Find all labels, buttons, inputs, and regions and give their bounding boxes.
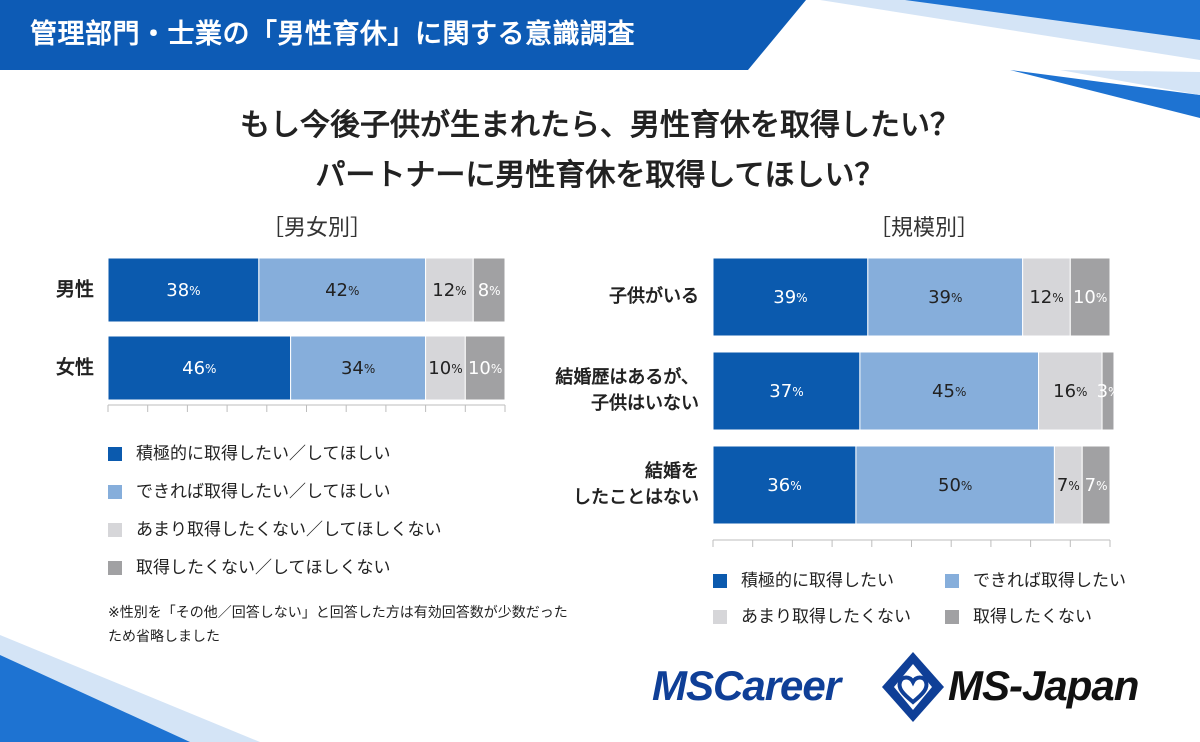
data-label: 45% xyxy=(932,381,966,402)
bar-segment xyxy=(472,257,506,323)
bar-segment xyxy=(1081,445,1111,525)
category-label: 子供はいない xyxy=(591,392,699,414)
legend-label: 積極的に取得したい／してほしい xyxy=(136,444,391,464)
header-title: 管理部門・士業の「男性育休」に関する意識調査 xyxy=(30,19,635,50)
bar-segment xyxy=(1069,257,1111,337)
header-banner xyxy=(0,0,806,70)
legend-label: あまり取得したくない xyxy=(741,607,911,627)
bar-segment xyxy=(1101,351,1115,431)
data-label: 39% xyxy=(773,287,807,308)
logo-ms-japan: MS-Japan xyxy=(948,662,1139,709)
legend-swatch-light-blue xyxy=(108,485,122,499)
data-label: 7% xyxy=(1085,475,1108,496)
legend-label: できれば取得したい／してほしい xyxy=(136,482,391,502)
headline-question-2: パートナーに男性育休を取得してほしい？ xyxy=(315,158,885,193)
headline-question-1: もし今後子供が生まれたら、男性育休を取得したい？ xyxy=(240,108,960,143)
data-label: 7% xyxy=(1057,475,1080,496)
data-label: 8% xyxy=(478,280,501,301)
bar-segment xyxy=(107,257,260,323)
ms-japan-logo-icon xyxy=(882,652,944,722)
logo-mscareer: MSCareer xyxy=(652,662,841,709)
data-label: 12% xyxy=(432,280,466,301)
data-label: 16% xyxy=(1053,381,1087,402)
bar-segment xyxy=(425,257,474,323)
category-label: 結婚歴はあるが、 xyxy=(555,366,699,388)
chart-title-scale: ［規模別］ xyxy=(869,216,980,241)
bar-segment xyxy=(425,335,466,401)
legend-swatch-dark-gray xyxy=(945,610,959,624)
category-label: 女性 xyxy=(56,356,94,379)
bar-segment xyxy=(464,335,506,401)
data-label: 42% xyxy=(325,280,359,301)
legend-swatch-light-gray xyxy=(108,523,122,537)
bar-segment xyxy=(1053,445,1083,525)
data-label: 37% xyxy=(769,381,803,402)
data-label: 36% xyxy=(767,475,801,496)
data-label: 12% xyxy=(1029,287,1063,308)
data-label: 10% xyxy=(468,358,502,379)
bar-segment xyxy=(712,351,861,431)
bar-segment xyxy=(290,335,427,401)
category-label: 男性 xyxy=(56,278,94,301)
legend-swatch-light-blue xyxy=(945,574,959,588)
bar-segment xyxy=(1038,351,1103,431)
data-label: 10% xyxy=(428,358,462,379)
legend-label: 取得したくない xyxy=(973,607,1092,627)
data-label: 10% xyxy=(1073,287,1107,308)
category-label: 子供がいる xyxy=(609,285,699,307)
legend-label: できれば取得したい xyxy=(973,571,1126,591)
bar-segment xyxy=(712,257,869,337)
legend-swatch-dark-blue xyxy=(108,447,122,461)
bar-segment xyxy=(258,257,427,323)
category-label: したことはない xyxy=(573,487,699,508)
legend-gender: 積極的に取得したい／してほしい できれば取得したい／してほしい あまり取得したく… xyxy=(108,443,508,583)
legend-swatch-dark-blue xyxy=(713,574,727,588)
footnote: ※性別を「その他／回答しない」と回答した方は有効回答数が少数だったため省略しまし… xyxy=(108,605,568,645)
legend-scale: 積極的に取得したい できれば取得したい あまり取得したくない 取得したくない xyxy=(713,570,1173,640)
bar-segment xyxy=(107,335,292,401)
data-label: 46% xyxy=(182,358,216,379)
legend-swatch-light-gray xyxy=(713,610,727,624)
bar-segment xyxy=(867,257,1024,337)
bar-segment xyxy=(859,351,1040,431)
legend-swatch-dark-gray xyxy=(108,561,122,575)
bar-segment xyxy=(855,445,1055,525)
data-label: 38% xyxy=(166,280,200,301)
legend-label: 取得したくない／してほしくない xyxy=(136,558,391,578)
bar-segment xyxy=(1022,257,1071,337)
legend-label: あまり取得したくない／してほしくない xyxy=(136,520,442,540)
data-label: 50% xyxy=(938,475,972,496)
data-label: 3% xyxy=(1097,381,1120,402)
bar-segment xyxy=(712,445,857,525)
data-label: 39% xyxy=(928,287,962,308)
data-label: 34% xyxy=(341,358,375,379)
category-label: 結婚を xyxy=(645,460,699,482)
chart-title-gender: ［男女別］ xyxy=(262,216,373,241)
legend-label: 積極的に取得したい xyxy=(741,571,894,591)
